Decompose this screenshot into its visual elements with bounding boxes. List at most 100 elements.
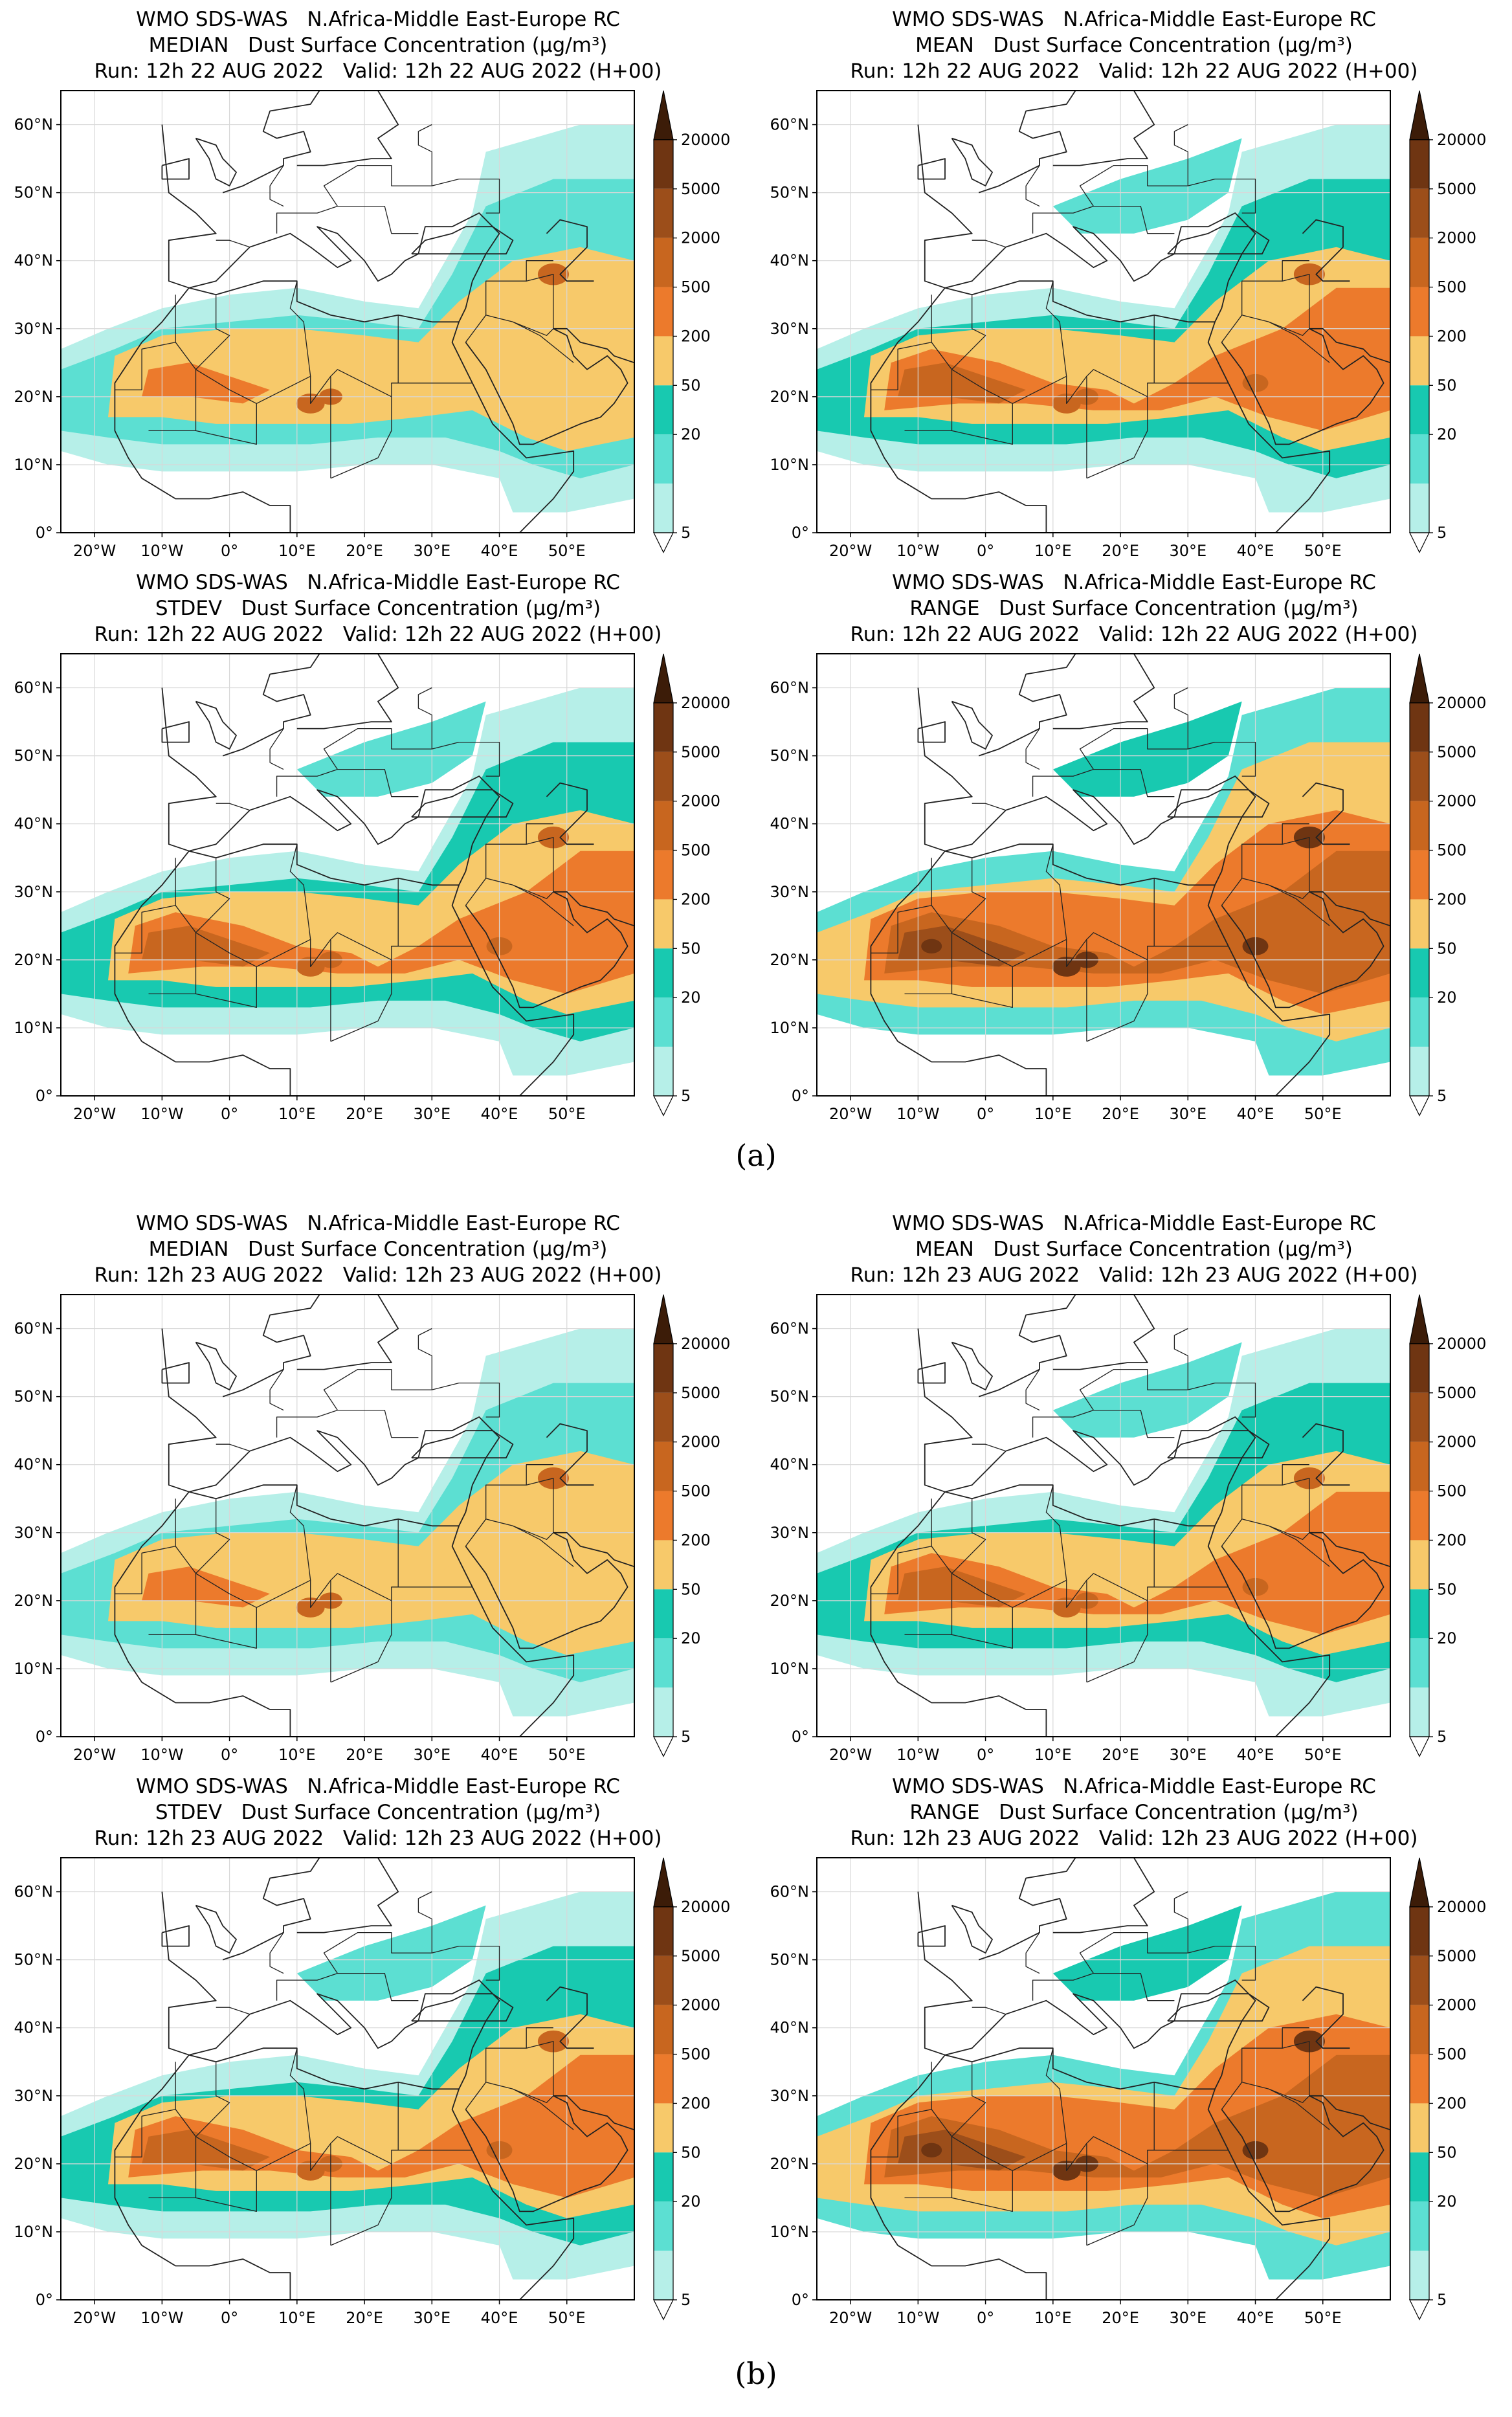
- colorbar-segment: [654, 139, 673, 189]
- colorbar-segment: [654, 1540, 673, 1590]
- country-border: [1086, 1600, 1148, 1683]
- colorbar-label: 20: [681, 1629, 701, 1647]
- country-border: [1241, 260, 1309, 315]
- coastline: [195, 137, 237, 186]
- lon-tick-label: 30°E: [1169, 2309, 1206, 2327]
- country-border: [1032, 768, 1175, 797]
- colorbar-segment: [654, 385, 673, 435]
- colorbar-label: 500: [1437, 2045, 1467, 2064]
- title-line3: Run: 12h 23 AUG 2022 Valid: 12h 23 AUG 2…: [94, 1827, 662, 1850]
- title-line2: MEDIAN Dust Surface Concentration (µg/m³…: [148, 34, 608, 57]
- colorbar-segment: [1410, 385, 1429, 435]
- country-border: [951, 2136, 1013, 2212]
- country-border: [289, 1485, 311, 1581]
- lat-tick-label: 30°N: [14, 883, 54, 901]
- country-border: [115, 2062, 176, 2157]
- lat-tick-label: 10°N: [770, 1019, 810, 1037]
- country-border: [972, 803, 1006, 811]
- coastlines: [870, 1858, 1390, 2300]
- lat-tick-label: 0°: [36, 1087, 53, 1105]
- lon-tick-label: 20°E: [1102, 1105, 1139, 1123]
- coastline: [978, 91, 1076, 194]
- coastline: [465, 2095, 634, 2212]
- colorbar: 20000 5000 2000 500 200 50 20 5: [653, 90, 730, 553]
- colorbar-label: 20: [1437, 1629, 1457, 1647]
- lat-tick-label: 50°N: [770, 747, 810, 765]
- lon-tick-label: 40°E: [481, 1746, 518, 1764]
- lon-tick-label: 50°E: [1304, 1105, 1342, 1123]
- coastline: [411, 1430, 514, 1459]
- lon-tick-label: 0°: [977, 1105, 994, 1123]
- coastlines: [114, 91, 634, 533]
- title-line1: WMO SDS-WAS N.Africa-Middle East-Europe …: [892, 8, 1376, 31]
- colorbar-arrow-top: [653, 653, 674, 704]
- country-border: [289, 281, 311, 377]
- colorbar-segment: [1410, 1906, 1429, 1956]
- colorbar-segment: [1410, 434, 1429, 484]
- colorbar-segment: [1410, 188, 1429, 238]
- colorbar-segment: [654, 188, 673, 238]
- lat-tick-label: 40°N: [14, 815, 54, 833]
- country-border: [115, 295, 176, 390]
- lat-tick-label: 60°N: [770, 116, 810, 134]
- coastline: [161, 721, 190, 743]
- country-border: [276, 205, 419, 234]
- dust-contour-peak: [898, 926, 1027, 967]
- colorbar-label: 5000: [1437, 1947, 1476, 1965]
- lat-tick-label: 60°N: [770, 679, 810, 697]
- colorbar-label: 200: [681, 2094, 711, 2112]
- colorbar-arrow-top: [1409, 1857, 1430, 1908]
- colorbar: 20000 5000 2000 500 200 50 20 5: [653, 1294, 730, 1757]
- country-border: [417, 687, 432, 750]
- lat-tick-label: 10°N: [14, 456, 54, 474]
- colorbar-segment: [654, 899, 673, 949]
- lon-tick-label: 10°W: [896, 1746, 939, 1764]
- lon-tick-label: 40°E: [1237, 2309, 1274, 2327]
- colorbar-label: 5: [681, 1728, 691, 1746]
- coastline: [978, 1858, 1076, 1961]
- lon-tick-label: 50°E: [1304, 2309, 1342, 2327]
- map-frame: [816, 1294, 1391, 1737]
- lon-tick-label: 0°: [221, 2309, 238, 2327]
- title-line2: STDEV Dust Surface Concentration (µg/m³): [155, 1801, 601, 1824]
- lat-tick-label: 30°N: [14, 320, 54, 338]
- colorbar-label: 200: [1437, 327, 1467, 345]
- country-border: [323, 1368, 500, 1418]
- colorbar-arrow-bottom: [653, 2299, 674, 2321]
- lat-tick-label: 20°N: [14, 1592, 54, 1610]
- coastline: [411, 789, 514, 818]
- colorbar-segment: [1410, 2251, 1429, 2300]
- country-border: [951, 295, 986, 370]
- lon-tick-label: 20°E: [346, 542, 383, 560]
- coastline: [951, 137, 993, 186]
- country-border: [1045, 281, 1067, 377]
- lon-tick-label: 10°W: [896, 2309, 939, 2327]
- colorbar-segment: [654, 702, 673, 752]
- coastline: [1221, 891, 1390, 1008]
- lat-tick-label: 50°N: [14, 747, 54, 765]
- lat-tick-label: 20°N: [770, 388, 810, 406]
- colorbar-arrow-top: [1409, 1294, 1430, 1344]
- colorbar-label: 500: [681, 2045, 711, 2064]
- country-border: [513, 884, 574, 926]
- country-border: [1032, 1972, 1175, 2001]
- lat-tick-label: 60°N: [14, 1883, 54, 1901]
- country-border: [115, 858, 176, 953]
- lon-tick-label: 50°E: [548, 542, 586, 560]
- lat-tick-label: 10°N: [770, 456, 810, 474]
- title-line1: WMO SDS-WAS N.Africa-Middle East-Europe …: [136, 1212, 620, 1235]
- country-border: [115, 1498, 176, 1594]
- lat-tick-label: 50°N: [770, 184, 810, 202]
- coastlines: [114, 654, 634, 1096]
- colorbar-segment: [654, 2005, 673, 2055]
- lon-tick-label: 40°E: [1237, 542, 1274, 560]
- colorbar-segment: [654, 1491, 673, 1541]
- country-border: [330, 2163, 392, 2246]
- colorbar-arrow-top: [1409, 90, 1430, 140]
- colorbar-label: 5000: [681, 743, 720, 761]
- coastline: [195, 1904, 237, 1954]
- panel-a-stdev: WMO SDS-WAS N.Africa-Middle East-Europe …: [0, 563, 756, 1126]
- dust-map: 20°W 10°W 0° 10°E 20°E 30°E 40°E 50°E 0° 10°N 20°N…: [770, 90, 1486, 560]
- colorbar-arrow-top: [1409, 653, 1430, 704]
- title-line2: MEAN Dust Surface Concentration (µg/m³): [915, 34, 1353, 57]
